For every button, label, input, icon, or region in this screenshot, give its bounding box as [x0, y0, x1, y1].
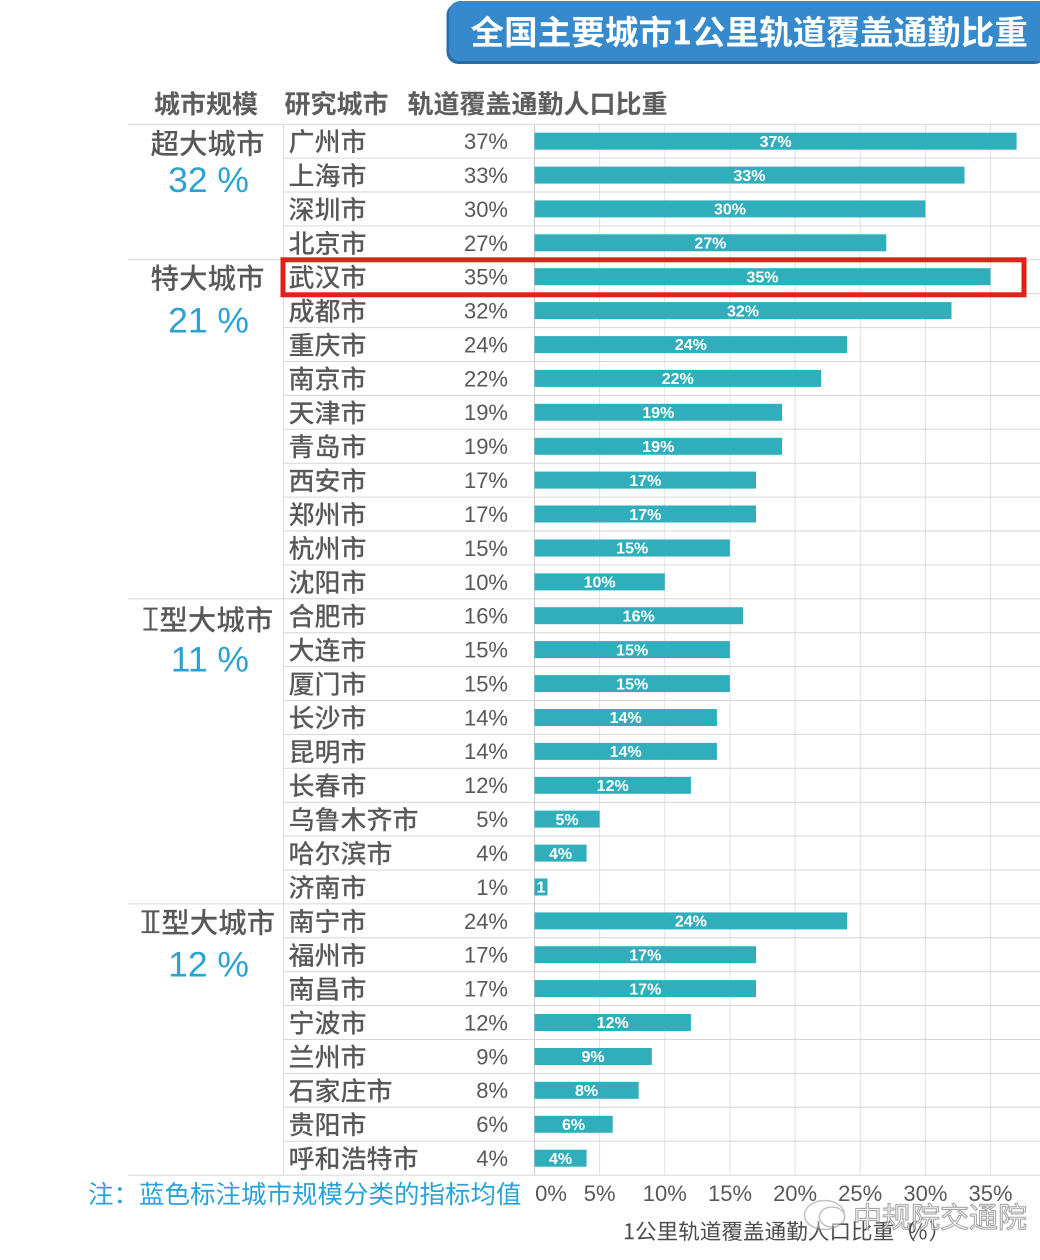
svg-text:4%: 4%	[549, 1151, 572, 1168]
svg-text:16%: 16%	[464, 604, 508, 629]
svg-text:9%: 9%	[582, 1049, 605, 1066]
svg-text:27%: 27%	[694, 236, 726, 253]
svg-text:33%: 33%	[733, 168, 765, 185]
svg-text:15%: 15%	[464, 638, 508, 663]
svg-text:32 %: 32 %	[168, 160, 249, 200]
svg-text:12%: 12%	[464, 1011, 508, 1036]
svg-text:4%: 4%	[476, 1146, 508, 1171]
svg-text:24%: 24%	[675, 337, 707, 354]
svg-text:19%: 19%	[464, 434, 508, 459]
svg-text:12 %: 12 %	[168, 944, 249, 984]
svg-text:30%: 30%	[714, 202, 746, 219]
svg-text:22%: 22%	[662, 371, 694, 388]
svg-text:5%: 5%	[476, 807, 508, 832]
svg-text:17%: 17%	[464, 468, 508, 493]
svg-text:30%: 30%	[464, 197, 508, 222]
svg-text:19%: 19%	[642, 439, 674, 456]
svg-text:17%: 17%	[629, 507, 661, 524]
svg-text:5%: 5%	[584, 1181, 616, 1206]
svg-text:15%: 15%	[708, 1181, 752, 1206]
svg-text:10%: 10%	[464, 570, 508, 595]
svg-text:4%: 4%	[549, 846, 572, 863]
svg-text:24%: 24%	[675, 914, 707, 931]
svg-text:14%: 14%	[610, 710, 642, 727]
svg-text:21 %: 21 %	[168, 301, 249, 341]
svg-text:9%: 9%	[476, 1044, 508, 1069]
svg-text:19%: 19%	[642, 405, 674, 422]
svg-text:24%: 24%	[464, 332, 508, 357]
svg-text:17%: 17%	[464, 502, 508, 527]
svg-text:30%: 30%	[903, 1181, 947, 1206]
svg-text:1%: 1%	[476, 875, 508, 900]
svg-text:19%: 19%	[464, 400, 508, 425]
svg-text:15%: 15%	[616, 642, 648, 659]
svg-text:10%: 10%	[643, 1181, 687, 1206]
svg-text:22%: 22%	[464, 366, 508, 391]
svg-text:11 %: 11 %	[171, 639, 249, 679]
svg-text:0%: 0%	[535, 1181, 567, 1206]
svg-text:15%: 15%	[616, 541, 648, 558]
svg-text:37%: 37%	[464, 129, 508, 154]
svg-text:32%: 32%	[727, 303, 759, 320]
svg-text:17%: 17%	[464, 977, 508, 1002]
svg-text:15%: 15%	[464, 672, 508, 697]
svg-text:8%: 8%	[476, 1078, 508, 1103]
svg-text:35%: 35%	[968, 1181, 1012, 1206]
svg-text:24%: 24%	[464, 909, 508, 934]
svg-text:35%: 35%	[746, 269, 778, 286]
svg-text:17%: 17%	[464, 943, 508, 968]
svg-text:6%: 6%	[476, 1112, 508, 1137]
svg-text:37%: 37%	[760, 134, 792, 151]
svg-text:5%: 5%	[556, 812, 579, 829]
svg-text:32%: 32%	[464, 299, 508, 324]
svg-text:10%: 10%	[584, 575, 616, 592]
svg-text:14%: 14%	[464, 739, 508, 764]
svg-text:33%: 33%	[464, 163, 508, 188]
svg-text:14%: 14%	[610, 744, 642, 761]
svg-text:35%: 35%	[464, 265, 508, 290]
svg-text:15%: 15%	[464, 536, 508, 561]
svg-text:12%: 12%	[597, 778, 629, 795]
svg-text:20%: 20%	[773, 1181, 817, 1206]
svg-text:17%: 17%	[629, 981, 661, 998]
svg-text:17%: 17%	[629, 948, 661, 965]
svg-text:12%: 12%	[597, 1015, 629, 1032]
svg-text:15%: 15%	[616, 676, 648, 693]
svg-text:1: 1	[537, 880, 546, 897]
svg-text:17%: 17%	[629, 473, 661, 490]
svg-text:6%: 6%	[562, 1117, 585, 1134]
svg-text:16%: 16%	[623, 609, 655, 626]
svg-text:8%: 8%	[575, 1083, 598, 1100]
svg-text:27%: 27%	[464, 231, 508, 256]
svg-text:12%: 12%	[464, 773, 508, 798]
svg-text:25%: 25%	[838, 1181, 882, 1206]
svg-text:4%: 4%	[476, 841, 508, 866]
svg-text:14%: 14%	[464, 705, 508, 730]
